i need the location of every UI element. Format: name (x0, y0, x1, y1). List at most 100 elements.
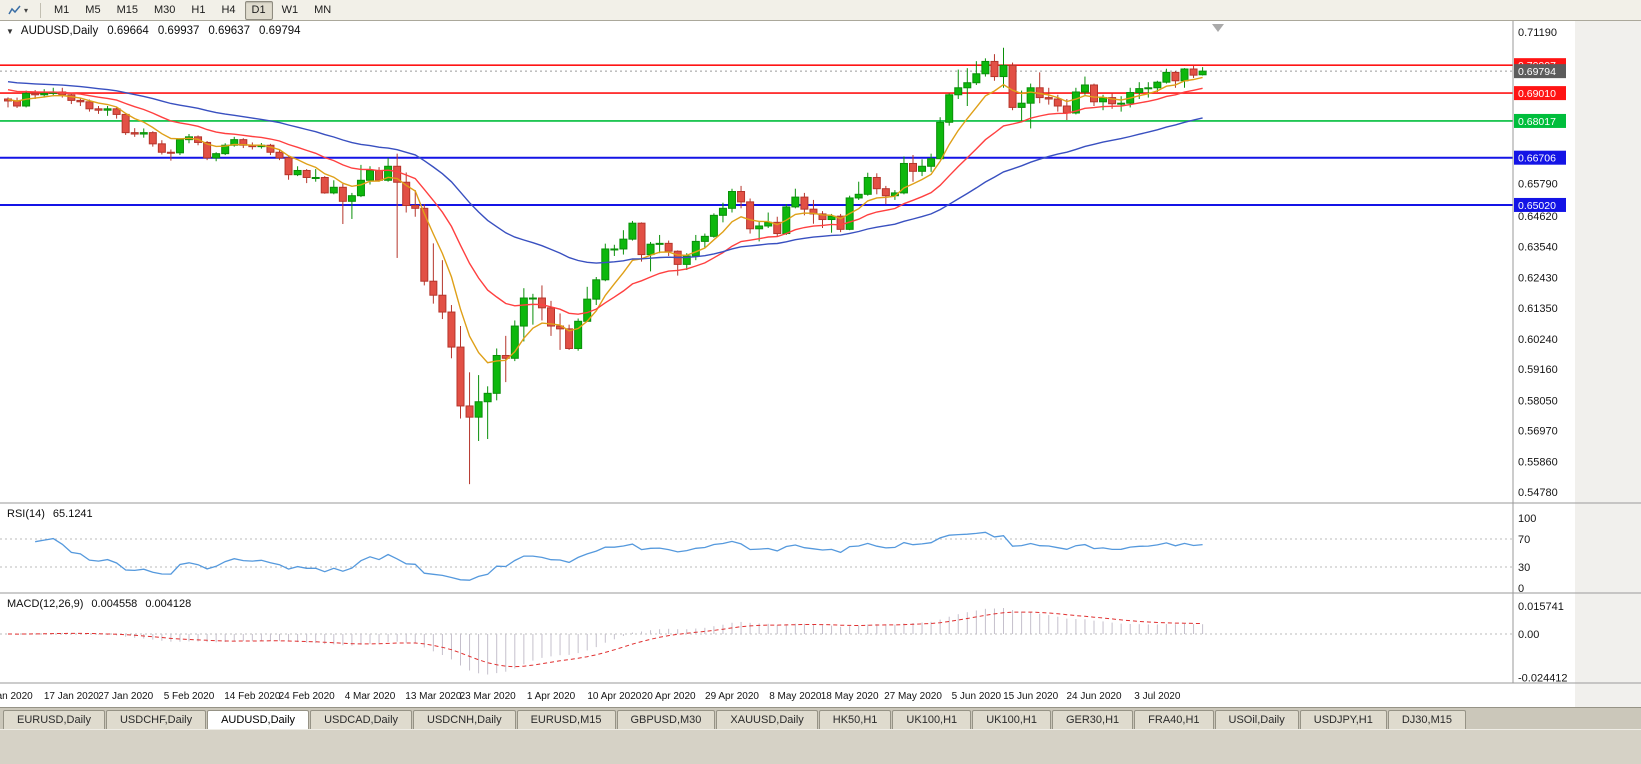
rsi-panel-label: RSI(14) 65.1241 (7, 508, 93, 520)
tab-uk100-h1[interactable]: UK100,H1 (892, 710, 972, 729)
svg-text:0.54780: 0.54780 (1518, 487, 1558, 499)
svg-text:0.60240: 0.60240 (1518, 334, 1558, 346)
svg-text:13 Mar 2020: 13 Mar 2020 (405, 691, 462, 702)
svg-text:15 Jun 2020: 15 Jun 2020 (1003, 691, 1058, 702)
tab-uk100-h1[interactable]: UK100,H1 (972, 710, 1051, 729)
timeframe-button-m15[interactable]: M15 (116, 3, 138, 16)
timeframe-button-m1[interactable]: M1 (54, 3, 70, 16)
line-chart-icon (8, 5, 21, 14)
timeframe-button-mn[interactable]: MN (314, 3, 332, 16)
level-price-badge (1514, 86, 1566, 101)
svg-text:5 Feb 2020: 5 Feb 2020 (164, 691, 215, 702)
tab-usdcad-daily[interactable]: USDCAD,Daily (310, 710, 413, 729)
chart-tab-bar: EURUSD,Daily USDCHF,Daily AUDUSD,Daily USDC… (0, 707, 1641, 729)
svg-text:-0.024412: -0.024412 (1518, 672, 1568, 684)
level-price-badge (1514, 197, 1566, 212)
tab-fra40-h1[interactable]: FRA40,H1 (1134, 710, 1214, 729)
candlestick-series (4, 47, 1207, 485)
svg-text:8 May 2020: 8 May 2020 (769, 691, 822, 702)
tab-hk50-h1[interactable]: HK50,H1 (818, 710, 892, 729)
timeframe-button-group: M1 M5 M15 M30 H1 H4 D1 W1 MN (46, 0, 339, 20)
caption-low: 0.69637 (208, 25, 250, 37)
tab-eurusd-daily[interactable]: EURUSD,Daily (3, 710, 105, 729)
rsi-value: 65.1241 (52, 508, 93, 520)
chart-shift-marker[interactable] (1212, 24, 1224, 32)
toolbar-separator (40, 2, 42, 18)
caption-open: 0.69664 (107, 25, 149, 37)
ohlc-toggle-icon[interactable]: ▼ (6, 26, 14, 36)
svg-text:17 Jan 2020: 17 Jan 2020 (44, 691, 99, 702)
svg-text:0.59160: 0.59160 (1518, 364, 1558, 376)
svg-text:0.63540: 0.63540 (1518, 241, 1558, 253)
chart-window: 0.71190 0.65790 0.64620 0.63540 0.62430 0.613… (0, 21, 1641, 707)
tab-usdjpy-h1[interactable]: USDJPY,H1 (1299, 710, 1387, 729)
tab-usoil-daily[interactable]: USOil,Daily (1214, 710, 1299, 729)
price-chart-canvas[interactable]: 0.71190 0.65790 0.64620 0.63540 0.62430 0.613… (0, 21, 1641, 707)
ma-slow-blue (7, 81, 1203, 264)
tab-audusd-daily[interactable]: AUDUSD,Daily (207, 710, 310, 729)
svg-text:1 Apr 2020: 1 Apr 2020 (527, 691, 576, 702)
svg-text:14 Feb 2020: 14 Feb 2020 (224, 691, 281, 702)
chart-caption: ▼ AUDUSD,Daily 0.69664 0.69937 0.69637 0… (6, 25, 301, 37)
tab-usdcnh-daily[interactable]: USDCNH,Daily (413, 710, 516, 729)
timeframe-button-d1[interactable]: D1 (244, 0, 273, 20)
timeframe-button-m30[interactable]: M30 (153, 3, 176, 16)
svg-text:0.65790: 0.65790 (1518, 178, 1558, 190)
svg-text:29 Apr 2020: 29 Apr 2020 (705, 691, 759, 702)
macd-signal-line (7, 611, 1203, 668)
svg-text:18 May 2020: 18 May 2020 (821, 691, 879, 702)
macd-value-main: 0.004558 (91, 598, 138, 610)
rsi-line (35, 531, 1203, 581)
timeframe-button-h4[interactable]: H4 (221, 3, 236, 16)
svg-text:4 Mar 2020: 4 Mar 2020 (345, 691, 396, 702)
svg-text:70: 70 (1518, 534, 1530, 546)
current-price-badge (1514, 64, 1566, 79)
svg-text:23 Mar 2020: 23 Mar 2020 (460, 691, 517, 702)
svg-text:0.69794: 0.69794 (1518, 66, 1556, 78)
svg-text:0.56970: 0.56970 (1518, 426, 1558, 438)
tab-xauusd-daily[interactable]: XAUUSD,Daily (716, 710, 818, 729)
svg-text:30: 30 (1518, 562, 1530, 574)
macd-value-signal: 0.004128 (145, 598, 192, 610)
tab-dj30-m15[interactable]: DJ30,M15 (1387, 710, 1466, 729)
tab-eurusd-m15[interactable]: EURUSD,M15 (516, 710, 616, 729)
svg-text:27 Jan 2020: 27 Jan 2020 (98, 691, 153, 702)
svg-text:20 Apr 2020: 20 Apr 2020 (642, 691, 696, 702)
svg-text:0.64620: 0.64620 (1518, 211, 1558, 223)
svg-text:0.68017: 0.68017 (1518, 116, 1556, 128)
macd-name: MACD(12,26,9) (7, 598, 84, 610)
rsi-name: RSI(14) (7, 508, 45, 520)
tab-usdchf-daily[interactable]: USDCHF,Daily (105, 710, 207, 729)
svg-text:5 Jun 2020: 5 Jun 2020 (952, 691, 1002, 702)
svg-text:0.00: 0.00 (1518, 629, 1539, 641)
level-price-badge (1514, 113, 1566, 128)
ma-mid-red (7, 87, 1203, 315)
svg-text:8 Jan 2020: 8 Jan 2020 (0, 691, 33, 702)
caption-symbol: AUDUSD,Daily (20, 25, 99, 37)
top-toolbar: ▾ M1 M5 M15 M30 H1 H4 D1 W1 MN (0, 0, 1641, 21)
svg-text:0.62430: 0.62430 (1518, 273, 1558, 285)
tab-ger30-h1[interactable]: GER30,H1 (1051, 710, 1134, 729)
timeframe-button-m5[interactable]: M5 (85, 3, 101, 16)
svg-text:0.55860: 0.55860 (1518, 457, 1558, 469)
svg-text:0.66706: 0.66706 (1518, 153, 1556, 165)
svg-text:0: 0 (1518, 583, 1524, 595)
timeframe-button-w1[interactable]: W1 (281, 3, 299, 16)
timeframe-button-h1[interactable]: H1 (191, 3, 206, 16)
chevron-down-icon: ▾ (24, 5, 29, 15)
macd-panel-label: MACD(12,26,9) 0.004558 0.004128 (7, 598, 191, 610)
macd-histogram (16, 608, 1204, 675)
caption-close: 0.69794 (258, 25, 301, 37)
svg-text:10 Apr 2020: 10 Apr 2020 (587, 691, 641, 702)
svg-text:0.65020: 0.65020 (1518, 200, 1556, 212)
chart-tools-button[interactable]: ▾ (3, 2, 33, 19)
status-bar (0, 729, 1641, 764)
ma-fast-gold (7, 76, 1203, 364)
svg-text:0.69010: 0.69010 (1518, 88, 1556, 100)
level-price-badge (1514, 150, 1566, 165)
tab-gbpusd-m30[interactable]: GBPUSD,M30 (616, 710, 716, 729)
svg-text:0.58050: 0.58050 (1518, 395, 1558, 407)
svg-text:24 Jun 2020: 24 Jun 2020 (1066, 691, 1121, 702)
svg-text:0.71190: 0.71190 (1518, 27, 1557, 39)
